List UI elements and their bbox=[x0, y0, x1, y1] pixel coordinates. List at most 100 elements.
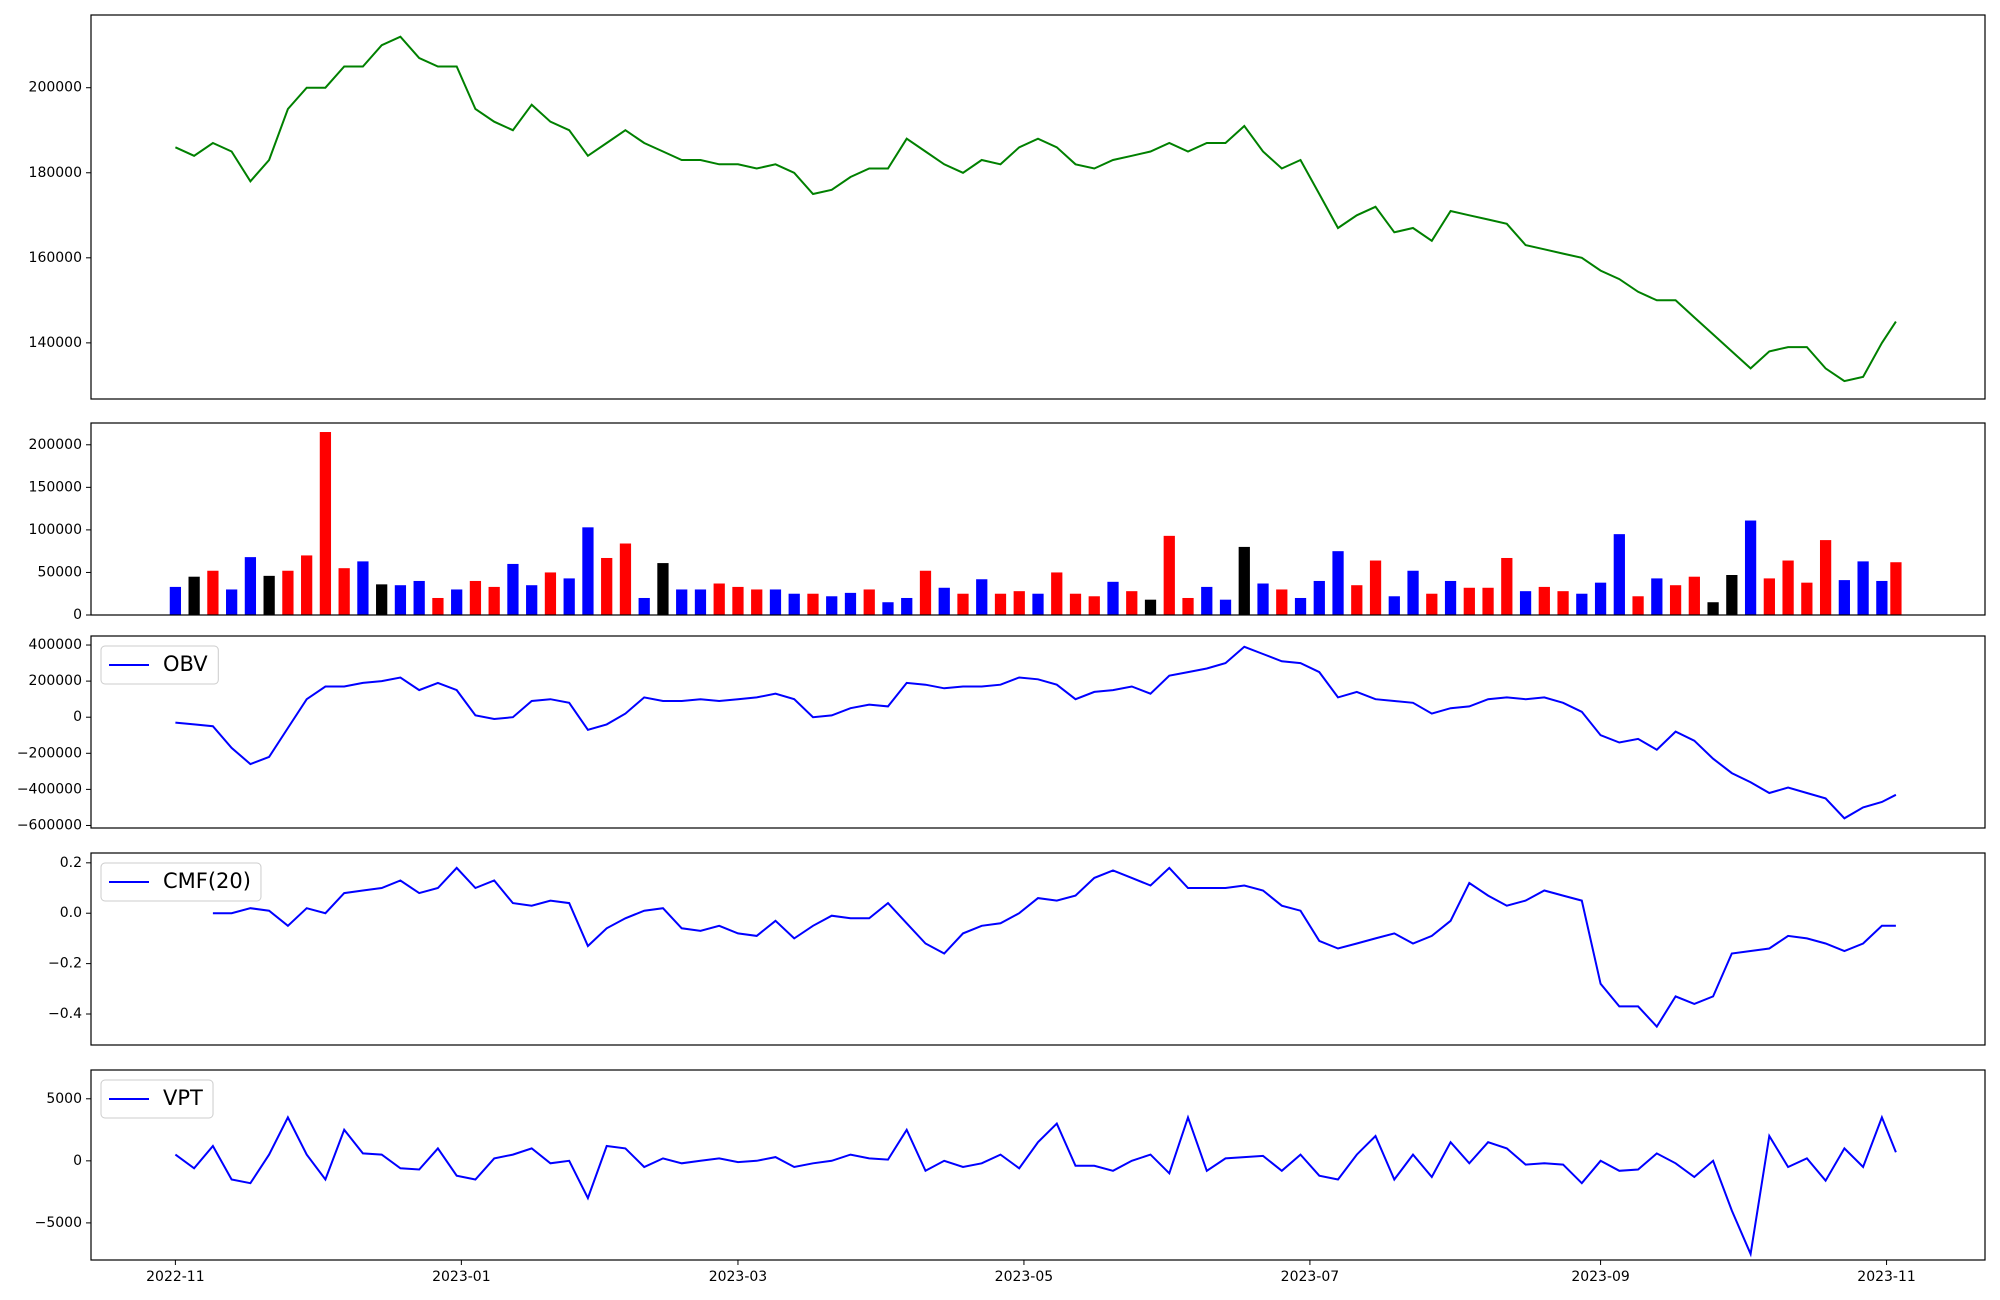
bar bbox=[1763, 578, 1775, 615]
bar bbox=[1876, 580, 1888, 615]
bar bbox=[863, 589, 875, 615]
x-tick-label: 2023-09 bbox=[1571, 1269, 1630, 1285]
panel-frame bbox=[90, 635, 1986, 829]
bar bbox=[1482, 587, 1494, 615]
plot-area bbox=[175, 645, 1897, 820]
panel: −5000 0 5000 2022-11 2023-01 2023-03 2023-05 20… bbox=[35, 1069, 1986, 1285]
bar bbox=[1069, 593, 1082, 615]
bar bbox=[1726, 575, 1738, 615]
bar bbox=[1669, 585, 1682, 615]
bar bbox=[319, 432, 332, 615]
bar bbox=[488, 586, 500, 615]
bar bbox=[619, 543, 632, 615]
bar bbox=[357, 561, 369, 615]
y-tick-label: 200000 bbox=[29, 673, 82, 689]
y-tick-label: −5000 bbox=[35, 1215, 82, 1231]
bar bbox=[544, 572, 557, 615]
y-tick-label: 0 bbox=[73, 709, 82, 725]
legend-label: VPT bbox=[163, 1086, 203, 1110]
bar bbox=[207, 570, 219, 615]
bar bbox=[1351, 585, 1363, 615]
y-tick-label: 100000 bbox=[29, 522, 82, 538]
bar bbox=[1838, 580, 1850, 615]
bar bbox=[826, 596, 838, 615]
bar bbox=[394, 585, 407, 615]
bar bbox=[1613, 534, 1625, 615]
line bbox=[212, 866, 1896, 1029]
x-tick-label: 2023-11 bbox=[1857, 1269, 1916, 1285]
bar bbox=[1632, 596, 1644, 615]
bar bbox=[601, 557, 613, 615]
y-tick-label: −0.2 bbox=[48, 956, 82, 972]
panel: −600000 −400000 −200000 0 200000 400000 OBV bbox=[17, 635, 1986, 833]
x-tick-label: 2023-07 bbox=[1281, 1269, 1340, 1285]
x-tick-label: 2023-03 bbox=[709, 1269, 768, 1285]
bar bbox=[1032, 593, 1044, 615]
bar bbox=[1407, 570, 1419, 615]
bar bbox=[657, 563, 669, 615]
y-tick-label: −0.4 bbox=[48, 1006, 82, 1022]
bar bbox=[413, 580, 425, 615]
line bbox=[174, 1114, 1897, 1258]
bar bbox=[732, 586, 744, 615]
bar bbox=[938, 587, 950, 615]
x-tick-label: 2023-01 bbox=[432, 1269, 491, 1285]
bar bbox=[1388, 596, 1400, 615]
legend-box bbox=[100, 1079, 214, 1119]
bar bbox=[694, 589, 707, 615]
y-tick-label: 150000 bbox=[29, 479, 82, 495]
bar bbox=[1201, 586, 1213, 615]
y-tick-label: 180000 bbox=[29, 165, 82, 181]
bar bbox=[1444, 580, 1457, 615]
bar bbox=[1819, 540, 1832, 615]
y-tick-label: 160000 bbox=[29, 250, 82, 266]
plot-area bbox=[212, 866, 1896, 1029]
y-tick-label: 140000 bbox=[29, 335, 82, 351]
bar bbox=[1594, 582, 1607, 615]
line bbox=[175, 645, 1897, 820]
bar bbox=[976, 579, 988, 615]
legend-box bbox=[100, 862, 262, 902]
bar bbox=[1688, 576, 1700, 615]
bar bbox=[676, 589, 688, 615]
bar bbox=[1890, 562, 1902, 615]
bar bbox=[1782, 560, 1794, 615]
panel-frame bbox=[90, 422, 1986, 616]
bar bbox=[563, 578, 575, 615]
panel-frame bbox=[90, 852, 1986, 1046]
bar bbox=[807, 593, 819, 615]
y-tick-label: 400000 bbox=[29, 637, 82, 653]
bar bbox=[376, 584, 388, 615]
plot-area bbox=[174, 1114, 1897, 1258]
panel: 140000 160000 180000 200000 bbox=[29, 14, 1986, 400]
bar bbox=[769, 589, 782, 615]
bar bbox=[638, 597, 650, 615]
bar bbox=[1088, 596, 1100, 615]
plot-area bbox=[174, 35, 1897, 383]
bar bbox=[432, 597, 444, 615]
bar bbox=[957, 593, 969, 615]
bar bbox=[1463, 587, 1475, 615]
legend-label: CMF(20) bbox=[163, 869, 251, 893]
y-tick-label: 0 bbox=[73, 1153, 82, 1169]
bar bbox=[1707, 602, 1719, 615]
bar bbox=[1744, 520, 1757, 615]
legend-label: OBV bbox=[163, 652, 208, 676]
bar bbox=[1051, 572, 1063, 615]
x-tick-label: 2022-11 bbox=[146, 1269, 205, 1285]
bar bbox=[1519, 591, 1532, 615]
bar bbox=[994, 593, 1007, 615]
bar bbox=[1182, 597, 1194, 615]
bar bbox=[1801, 582, 1813, 615]
bar bbox=[844, 592, 857, 615]
bar bbox=[188, 576, 200, 615]
bar bbox=[582, 527, 594, 615]
y-tick-label: −600000 bbox=[17, 817, 82, 833]
bar bbox=[169, 586, 182, 615]
y-tick-label: 200000 bbox=[29, 437, 82, 453]
bar bbox=[1313, 580, 1325, 615]
bar bbox=[282, 570, 294, 615]
bar bbox=[1538, 586, 1550, 615]
y-tick-label: 0.0 bbox=[60, 905, 82, 921]
